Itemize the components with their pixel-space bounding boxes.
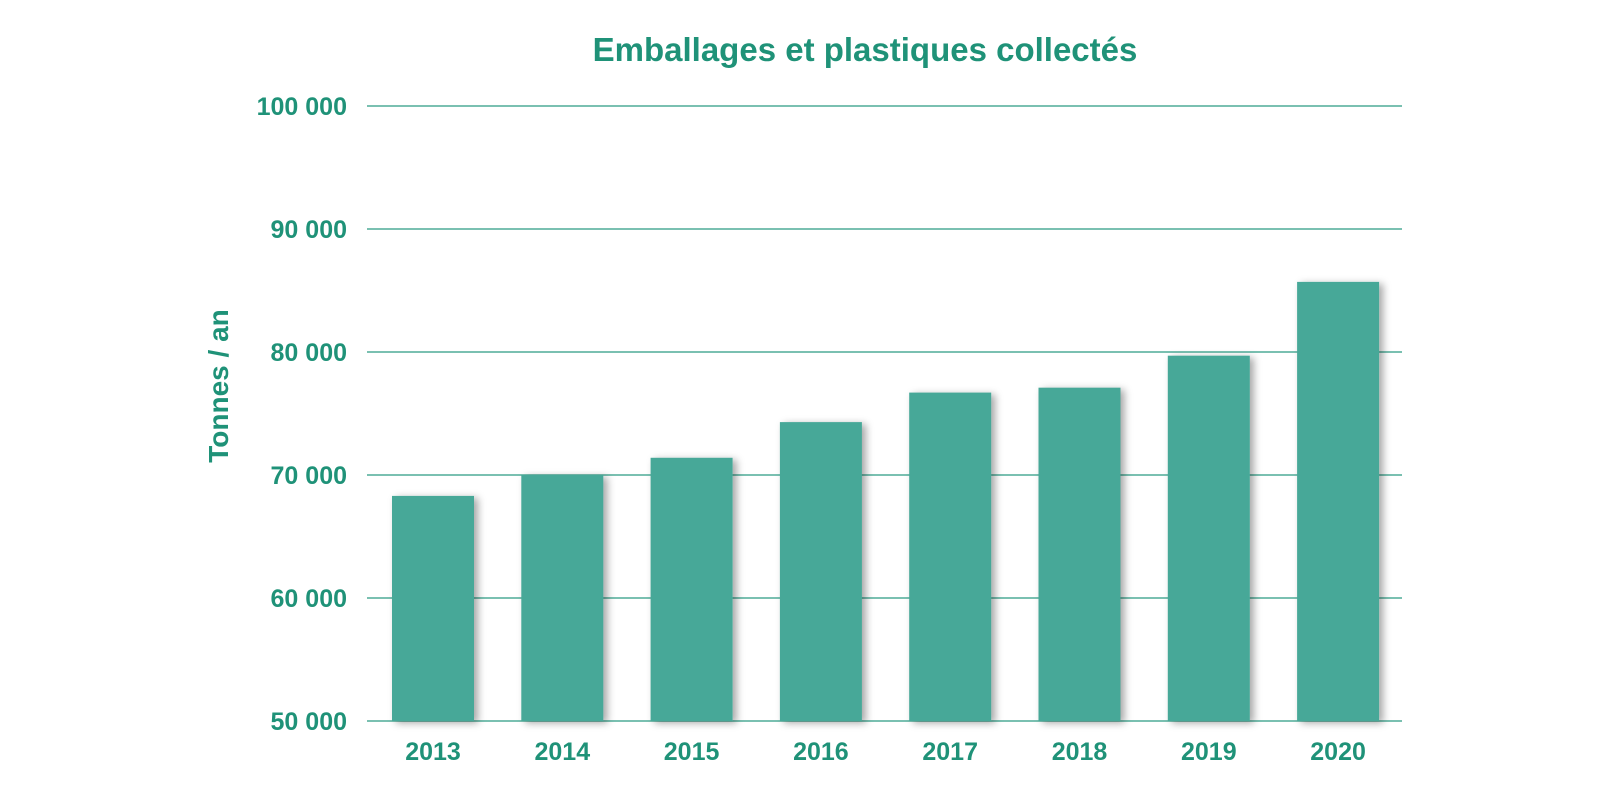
bar-2014 xyxy=(521,475,604,721)
y-tick-label: 80 000 xyxy=(271,339,347,367)
bar-2019 xyxy=(1167,355,1250,721)
x-tick-label: 2013 xyxy=(405,738,461,766)
x-tick-label: 2014 xyxy=(534,738,590,766)
y-tick-label: 60 000 xyxy=(271,585,347,613)
x-tick-label: 2015 xyxy=(664,738,720,766)
y-axis-ticks: 50 000 60 000 70 000 80 000 90 000 100 000 xyxy=(257,93,347,736)
bars xyxy=(392,281,1380,721)
x-tick-label: 2018 xyxy=(1052,738,1108,766)
y-tick-label: 100 000 xyxy=(257,93,347,121)
y-tick-label: 90 000 xyxy=(271,216,347,244)
x-tick-label: 2016 xyxy=(793,738,849,766)
y-tick-label: 50 000 xyxy=(271,708,347,736)
bar-2016 xyxy=(779,422,862,721)
bar-2015 xyxy=(650,457,733,721)
x-axis-ticks: 2013 2014 2015 2016 2017 2018 2019 2020 xyxy=(405,738,1366,766)
x-tick-label: 2017 xyxy=(922,738,978,766)
bar-2020 xyxy=(1297,281,1380,721)
y-axis-label: Tonnes / an xyxy=(203,309,234,463)
bar-2018 xyxy=(1038,387,1121,721)
y-tick-label: 70 000 xyxy=(271,462,347,490)
bar-2013 xyxy=(392,495,474,721)
x-tick-label: 2020 xyxy=(1310,738,1366,766)
x-tick-label: 2019 xyxy=(1181,738,1237,766)
bar-2017 xyxy=(909,392,992,721)
chart-title: Emballages et plastiques collectés xyxy=(593,31,1138,68)
